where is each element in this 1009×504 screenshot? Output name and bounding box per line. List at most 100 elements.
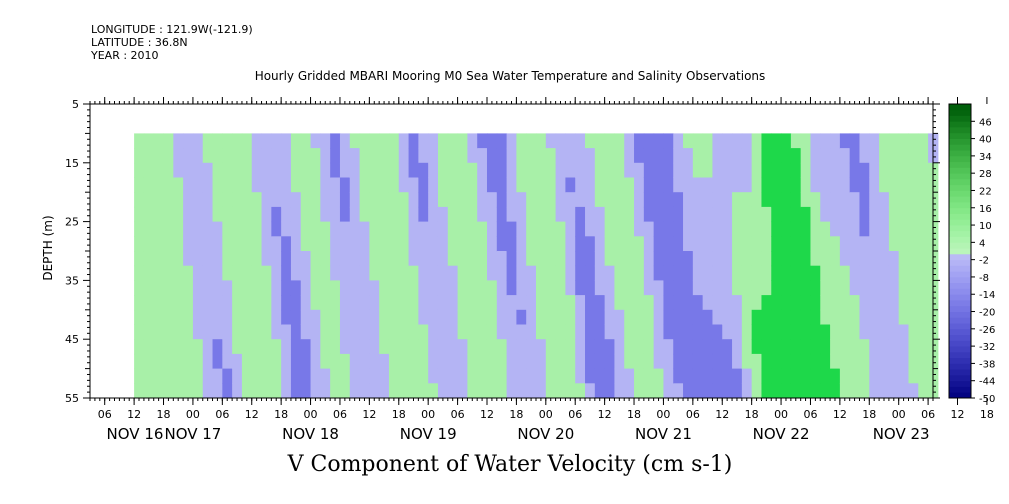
heatmap-cell (516, 162, 527, 178)
heatmap-cell (555, 133, 566, 149)
heatmap-cell (673, 383, 684, 399)
heatmap-cell (418, 251, 429, 267)
heatmap-cell (692, 192, 704, 208)
heatmap-cell (732, 324, 743, 340)
heatmap-cell (536, 324, 547, 340)
heatmap-cell (310, 295, 321, 311)
heatmap-cell (683, 251, 694, 267)
heatmap-cell (467, 383, 478, 399)
heatmap-cell (545, 162, 557, 178)
heatmap-cell (428, 295, 439, 311)
heatmap-cell (300, 251, 312, 267)
heatmap-cell (339, 206, 351, 223)
heatmap-cell (761, 368, 772, 384)
heatmap-cell (839, 236, 851, 252)
heatmap-cell (869, 265, 880, 281)
heatmap-cell (908, 295, 919, 311)
heatmap-cell (604, 148, 615, 164)
heatmap-cell (673, 309, 684, 325)
colorbar-swatch (949, 144, 971, 151)
heatmap-cell (183, 162, 194, 178)
heatmap-cell (565, 309, 576, 325)
heatmap-cell (555, 148, 566, 164)
heatmap-cell (134, 383, 145, 399)
heatmap-cell (565, 265, 576, 281)
heatmap-cell (310, 324, 321, 340)
heatmap-cell (271, 148, 282, 164)
heatmap-cell (741, 251, 753, 267)
heatmap-cell (663, 236, 674, 252)
heatmap-cell (339, 251, 351, 267)
heatmap-cell (281, 280, 292, 296)
heatmap-cell (192, 192, 204, 208)
heatmap-cell (290, 309, 302, 325)
heatmap-cell (634, 309, 645, 325)
y-axis-label: DEPTH (m) (41, 215, 55, 280)
heatmap-cell (790, 206, 802, 223)
heatmap-cell (849, 368, 860, 384)
heatmap-cell (134, 295, 145, 311)
heatmap-cell (839, 265, 851, 281)
heatmap-cell (732, 162, 743, 178)
heatmap-cell (722, 383, 733, 399)
heatmap-cell (555, 221, 566, 237)
heatmap-cell (536, 162, 547, 178)
heatmap-cell (261, 251, 272, 267)
heatmap-cell (634, 251, 645, 267)
heatmap-cell (722, 368, 733, 384)
heatmap-cell (271, 162, 282, 178)
heatmap-cell (232, 177, 243, 193)
heatmap-cell (692, 353, 704, 370)
heatmap-cell (565, 133, 576, 149)
heatmap-cell (663, 353, 674, 370)
heatmap-cell (526, 339, 537, 355)
heatmap-cell (771, 236, 782, 252)
heatmap-cell (643, 162, 655, 178)
heatmap-cell (153, 324, 165, 340)
heatmap-cell (888, 251, 900, 267)
heatmap-cell (290, 251, 302, 267)
heatmap-cell (643, 353, 655, 370)
heatmap-cell (575, 280, 586, 296)
heatmap-cell (918, 148, 929, 164)
heatmap-cell (457, 265, 468, 281)
heatmap-cell (437, 265, 449, 281)
heatmap-cell (839, 324, 851, 340)
heatmap-cell (506, 251, 517, 267)
heatmap-cell (134, 339, 145, 355)
heatmap-cell (771, 339, 782, 355)
heatmap-cell (290, 383, 302, 399)
heatmap-cell (506, 368, 517, 384)
heatmap-cell (516, 133, 527, 149)
heatmap-cell (800, 383, 811, 399)
heatmap-cell (447, 148, 459, 164)
heatmap-cell (683, 353, 694, 370)
heatmap-cell (585, 383, 596, 399)
heatmap-cell (261, 324, 272, 340)
heatmap-cell (575, 251, 586, 267)
heatmap-cell (183, 206, 194, 223)
heatmap-cell (437, 162, 449, 178)
heatmap-cell (281, 221, 292, 237)
heatmap-cell (183, 295, 194, 311)
heatmap-cell (202, 383, 214, 399)
heatmap-cell (751, 251, 762, 267)
colorbar-swatch (949, 265, 971, 272)
heatmap-cell (496, 251, 508, 267)
heatmap-cell (516, 339, 527, 355)
heatmap-cell (732, 192, 743, 208)
heatmap-cell (751, 192, 762, 208)
heatmap-cell (447, 221, 459, 237)
heatmap-cell (222, 236, 233, 252)
heatmap-cell (732, 280, 743, 296)
heatmap-cell (859, 339, 870, 355)
heatmap-cell (849, 265, 860, 281)
heatmap-cell (516, 309, 527, 325)
heatmap-cell (251, 324, 263, 340)
heatmap-cell (771, 353, 782, 370)
heatmap-cell (290, 177, 302, 193)
heatmap-cell (143, 236, 155, 252)
heatmap-cell (300, 236, 312, 252)
heatmap-cell (781, 192, 792, 208)
heatmap-cell (683, 295, 694, 311)
